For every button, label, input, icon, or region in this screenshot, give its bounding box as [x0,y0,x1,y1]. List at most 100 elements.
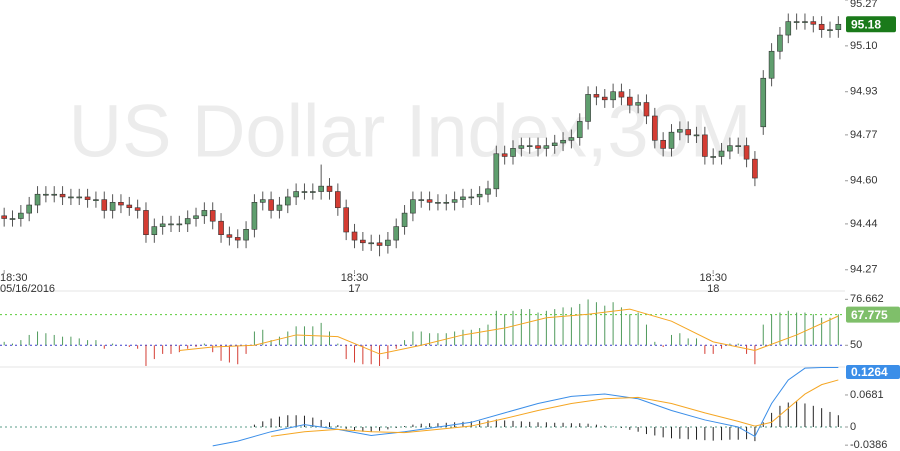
candle-body [601,96,608,101]
candle-body [268,199,274,211]
x-tick-label: 18:30 [341,272,369,284]
candle-body [176,223,183,226]
candle-body [518,145,525,149]
candle-body [101,199,108,211]
candle-body [777,34,783,52]
candle-body [393,226,400,241]
candle-body [410,199,416,214]
candle-body [593,94,600,98]
candle-body [43,193,49,196]
candle-body [802,21,808,23]
candle-body [735,145,742,147]
candle-body [226,234,233,238]
candle-body [526,145,533,147]
candle-body [485,188,491,195]
candle-body [401,212,408,227]
candle-body [335,191,341,209]
price-label: 95.18 [851,17,881,31]
y-tick-label: 94.27 [850,264,878,276]
y-tick-label: 94.44 [850,218,878,230]
candle-body [643,102,650,117]
candle-body [827,29,833,31]
level-label: 67.775 [851,308,888,322]
macd-line [271,379,839,437]
candle-body [301,191,308,193]
watermark: US Dollar Index,30M [69,90,752,173]
current-label: 0.1264 [851,365,888,379]
candle-body [818,23,825,30]
candle-body [568,137,575,141]
candle-body [276,204,283,211]
candle-body [51,193,58,196]
candle-body [460,196,466,200]
candle-body [418,199,425,201]
candle-body [126,204,133,209]
y-tick-label: 94.77 [850,129,878,141]
candle-body [793,21,800,23]
candle-body [835,23,842,30]
candle-body [168,223,174,226]
candle-body [243,229,249,241]
candle-body [476,193,483,198]
candle-body [468,196,475,199]
candle-body [34,193,41,206]
candle-body [310,191,316,193]
candle-body [493,153,500,190]
candle-body [710,156,717,158]
candle-body [810,21,817,25]
y-tick-label: 94.93 [850,86,878,98]
level-label-box [846,306,900,323]
price-label-box [846,16,896,33]
x-tick-label: 18:30 [0,272,28,284]
candle-body [443,202,450,204]
osc-line [179,308,839,355]
candle-body [626,96,633,106]
y-tick-label: 94.60 [850,175,878,187]
candle-body [543,145,550,149]
candle-body [760,77,767,128]
candle-body [218,220,224,235]
candle-body [551,142,558,146]
candle-body [727,145,733,152]
y-tick-label: 95.27 [850,0,878,10]
candle-body [209,210,216,222]
candle-body [376,242,383,246]
candle-body [660,139,666,149]
candle-body [1,215,7,219]
candle-body [685,129,691,136]
x-tick-date: 17 [348,283,360,295]
candle-body [693,134,700,137]
candle-body [368,242,375,245]
candle-body [159,223,166,227]
candle-body [109,202,116,211]
candle-body [635,102,641,106]
candle-body [351,231,358,241]
candle-body [18,212,24,219]
candle-body [768,50,775,79]
candle-body [318,185,324,192]
x-tick-date: 05/16/2016 [0,283,55,295]
candle-body [259,199,266,203]
candle-body [234,237,241,241]
candle-body [143,210,149,235]
candle-body [702,134,708,157]
candle-body [201,210,208,217]
x-tick-label: 18:30 [699,272,727,284]
candle-body [652,115,658,141]
candle-body [68,196,74,199]
candle-body [385,239,391,246]
candle-body [151,226,158,235]
candle-body [501,153,508,157]
candle-body [251,202,258,230]
y-tick-label: 50 [850,339,862,351]
candle-body [785,21,792,36]
candle-body [677,129,683,133]
y-tick-label: 0 [850,421,856,433]
candle-body [343,207,349,233]
candle-body [193,215,199,219]
y-tick-label: 95.10 [850,40,878,52]
macd-line [212,367,839,447]
candle-body [560,139,566,144]
candle-body [134,207,141,211]
candle-body [84,196,91,200]
